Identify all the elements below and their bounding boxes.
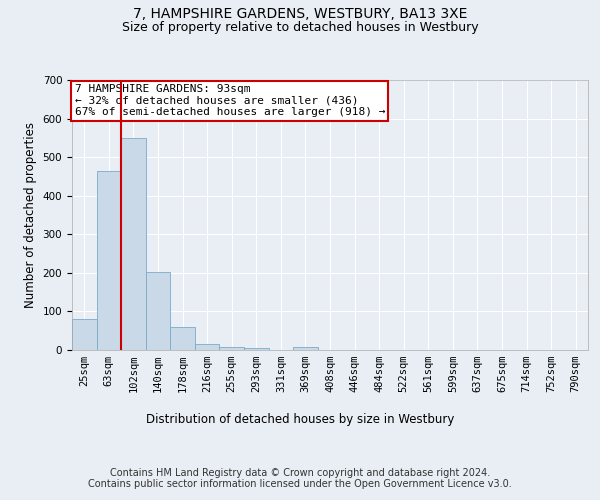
Bar xyxy=(195,344,220,350)
Bar xyxy=(72,319,97,350)
Text: Contains HM Land Registry data © Crown copyright and database right 2024.
Contai: Contains HM Land Registry data © Crown c… xyxy=(88,468,512,489)
Bar xyxy=(146,272,170,350)
Y-axis label: Number of detached properties: Number of detached properties xyxy=(24,122,37,308)
Bar xyxy=(121,138,146,350)
Bar xyxy=(220,348,244,350)
Text: Distribution of detached houses by size in Westbury: Distribution of detached houses by size … xyxy=(146,412,454,426)
Text: Size of property relative to detached houses in Westbury: Size of property relative to detached ho… xyxy=(122,21,478,34)
Bar xyxy=(244,348,269,350)
Bar xyxy=(97,170,121,350)
Text: 7, HAMPSHIRE GARDENS, WESTBURY, BA13 3XE: 7, HAMPSHIRE GARDENS, WESTBURY, BA13 3XE xyxy=(133,8,467,22)
Bar xyxy=(170,327,195,350)
Text: 7 HAMPSHIRE GARDENS: 93sqm
← 32% of detached houses are smaller (436)
67% of sem: 7 HAMPSHIRE GARDENS: 93sqm ← 32% of deta… xyxy=(74,84,385,117)
Bar xyxy=(293,348,318,350)
